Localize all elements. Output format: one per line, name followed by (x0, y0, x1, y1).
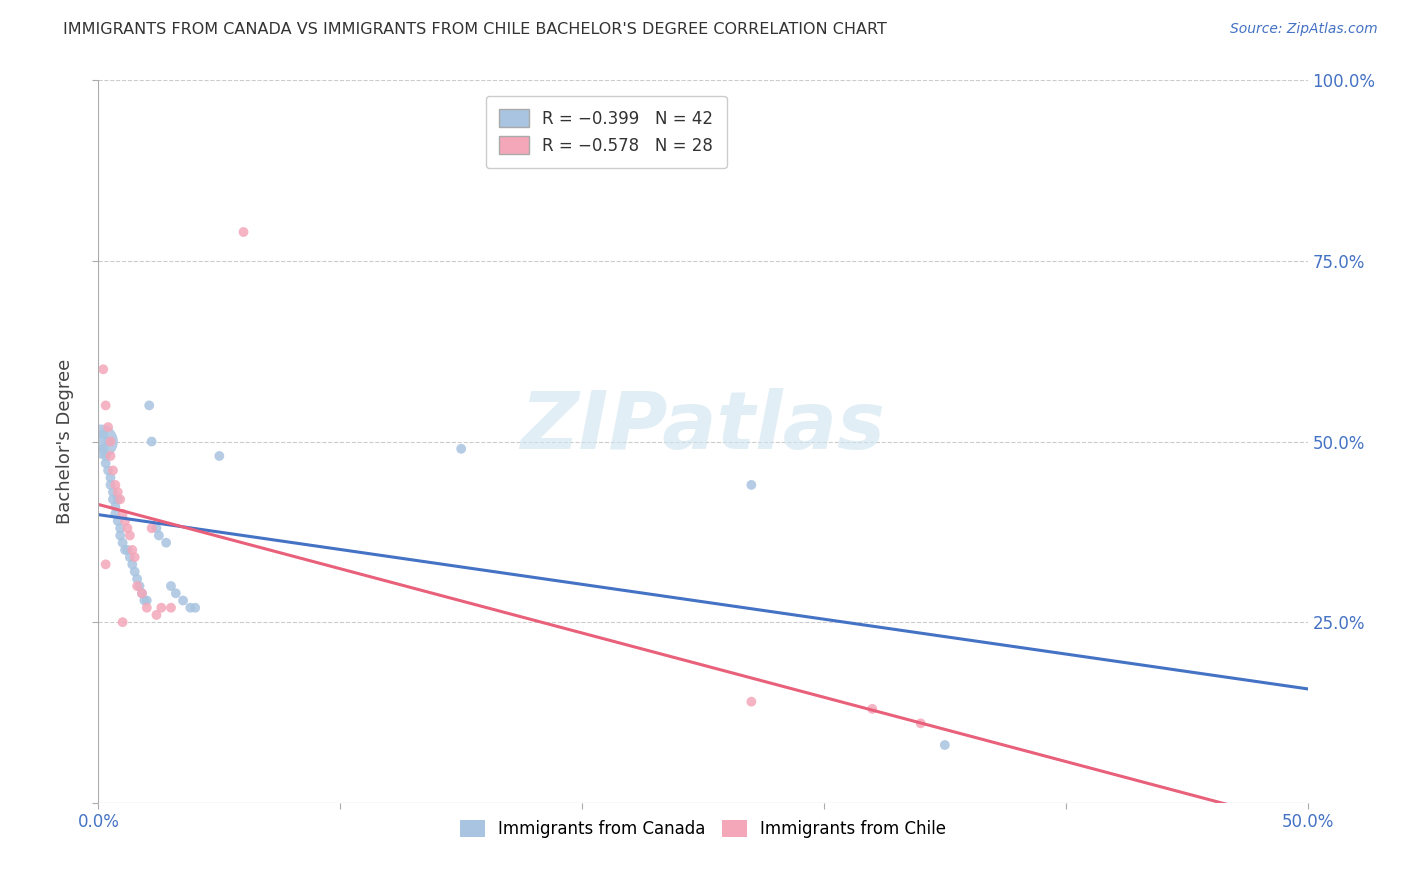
Point (160, 600, 183, 615)
Point (740, 695, 762, 709)
Point (148, 528, 170, 542)
Point (94, 558, 117, 572)
Point (141, 521, 163, 535)
Point (124, 550, 146, 565)
Point (131, 586, 153, 600)
Point (107, 492, 129, 507)
Point (101, 492, 124, 507)
Point (160, 579, 183, 593)
Point (101, 463, 124, 477)
Point (111, 535, 134, 549)
Point (145, 607, 167, 622)
Point (108, 528, 131, 542)
Point (104, 500, 127, 514)
Point (138, 398, 160, 412)
Point (94, 398, 117, 412)
Point (127, 579, 149, 593)
Point (172, 593, 194, 607)
Point (150, 600, 173, 615)
Point (104, 507, 127, 521)
Text: ZIPatlas: ZIPatlas (520, 388, 886, 467)
Point (100, 470, 122, 484)
Point (111, 507, 134, 521)
Point (97, 420, 120, 434)
Y-axis label: Bachelor's Degree: Bachelor's Degree (56, 359, 75, 524)
Point (145, 521, 167, 535)
Point (128, 579, 150, 593)
Point (94, 456, 117, 470)
Point (184, 600, 207, 615)
Point (117, 542, 139, 557)
Point (740, 478, 762, 492)
Point (232, 225, 254, 239)
Point (114, 542, 136, 557)
Point (118, 550, 141, 565)
Point (91, 362, 114, 376)
Point (135, 600, 157, 615)
Point (934, 738, 956, 752)
Point (100, 478, 122, 492)
Point (131, 586, 153, 600)
Point (91, 427, 114, 442)
Point (179, 600, 201, 615)
Point (121, 542, 143, 557)
Point (118, 528, 141, 542)
Text: Source: ZipAtlas.com: Source: ZipAtlas.com (1230, 22, 1378, 37)
Point (104, 478, 127, 492)
Point (124, 565, 146, 579)
Point (108, 492, 131, 507)
Point (121, 558, 143, 572)
Point (107, 485, 129, 500)
Point (117, 521, 139, 535)
Point (94, 449, 117, 463)
Point (100, 434, 122, 449)
Point (111, 615, 134, 630)
Legend: Immigrants from Canada, Immigrants from Chile: Immigrants from Canada, Immigrants from … (453, 814, 953, 845)
Point (910, 716, 932, 731)
Point (155, 535, 177, 549)
Point (107, 514, 129, 528)
Point (165, 586, 187, 600)
Point (90, 434, 112, 449)
Point (141, 434, 163, 449)
Point (108, 521, 131, 535)
Point (100, 449, 122, 463)
Point (127, 572, 149, 586)
Point (450, 442, 472, 456)
Point (114, 514, 136, 528)
Point (91, 442, 114, 456)
Point (134, 593, 156, 607)
Point (860, 702, 883, 716)
Point (97, 434, 120, 449)
Point (101, 485, 124, 500)
Point (208, 449, 231, 463)
Point (97, 463, 120, 477)
Text: IMMIGRANTS FROM CANADA VS IMMIGRANTS FROM CHILE BACHELOR'S DEGREE CORRELATION CH: IMMIGRANTS FROM CANADA VS IMMIGRANTS FRO… (63, 22, 887, 37)
Point (135, 593, 157, 607)
